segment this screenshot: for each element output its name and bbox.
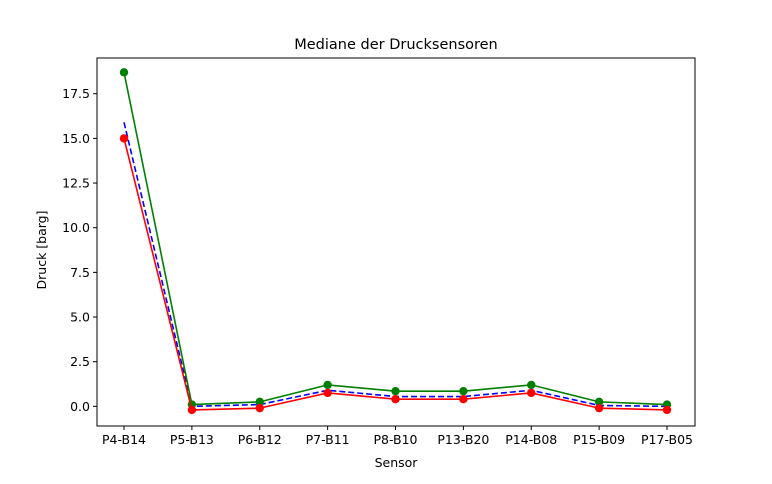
series-1-point: [119, 68, 129, 77]
series-1-point: [459, 386, 468, 396]
y-tick-label: 12.5: [62, 176, 90, 191]
series-2-point: [391, 395, 400, 404]
y-axis-label: Druck [barg]: [34, 211, 49, 290]
x-tick-label: P6-B12: [238, 432, 282, 447]
x-axis-ticks: P4-B14 P5-B13 P6-B12 P7-B11 P8-B10 P13-B20 P14…: [102, 426, 693, 447]
y-tick-label: 15.0: [62, 131, 90, 146]
series-1-line: [123, 72, 668, 406]
x-tick-label: P15-B09: [573, 432, 625, 447]
x-axis-label: Sensor: [375, 455, 419, 470]
series-2-point: [187, 405, 197, 415]
plot-content: [119, 68, 672, 415]
series-0-line: [123, 122, 668, 408]
series-1-point: [255, 397, 264, 407]
series-1-point: [594, 397, 604, 407]
series-2-point: [662, 405, 672, 415]
x-tick-label: P13-B20: [437, 432, 489, 447]
x-tick-label: P5-B13: [170, 432, 214, 447]
y-tick-label: 2.5: [70, 354, 90, 369]
x-tick-label: P17-B05: [641, 432, 693, 447]
y-tick-label: 17.5: [62, 86, 90, 101]
x-tick-label: P7-B11: [306, 432, 350, 447]
y-tick-label: 5.0: [70, 310, 90, 325]
chart-title: Mediane der Drucksensoren: [294, 37, 498, 53]
y-axis-ticks: 0.0 2.5 5.0 7.5 10.0 12.5 15.0 17.5: [62, 86, 97, 414]
series-2-point: [594, 403, 604, 413]
series-2-point: [323, 388, 332, 398]
series-2-point: [119, 134, 129, 143]
x-tick-label: P14-B08: [505, 432, 557, 447]
series-2-line: [123, 138, 668, 411]
series-1-point: [527, 380, 536, 390]
y-tick-label: 7.5: [70, 265, 90, 280]
series-2-point: [527, 388, 536, 398]
x-tick-label: P4-B14: [102, 432, 146, 447]
series-1-point: [323, 380, 332, 390]
y-tick-label: 10.0: [62, 220, 90, 235]
series-1-point: [391, 386, 400, 396]
plot-frame: [96, 57, 696, 427]
y-tick-label: 0.0: [70, 399, 90, 414]
series-2-point: [255, 403, 264, 413]
series-2-point: [459, 395, 468, 404]
x-tick-label: P8-B10: [373, 432, 417, 447]
